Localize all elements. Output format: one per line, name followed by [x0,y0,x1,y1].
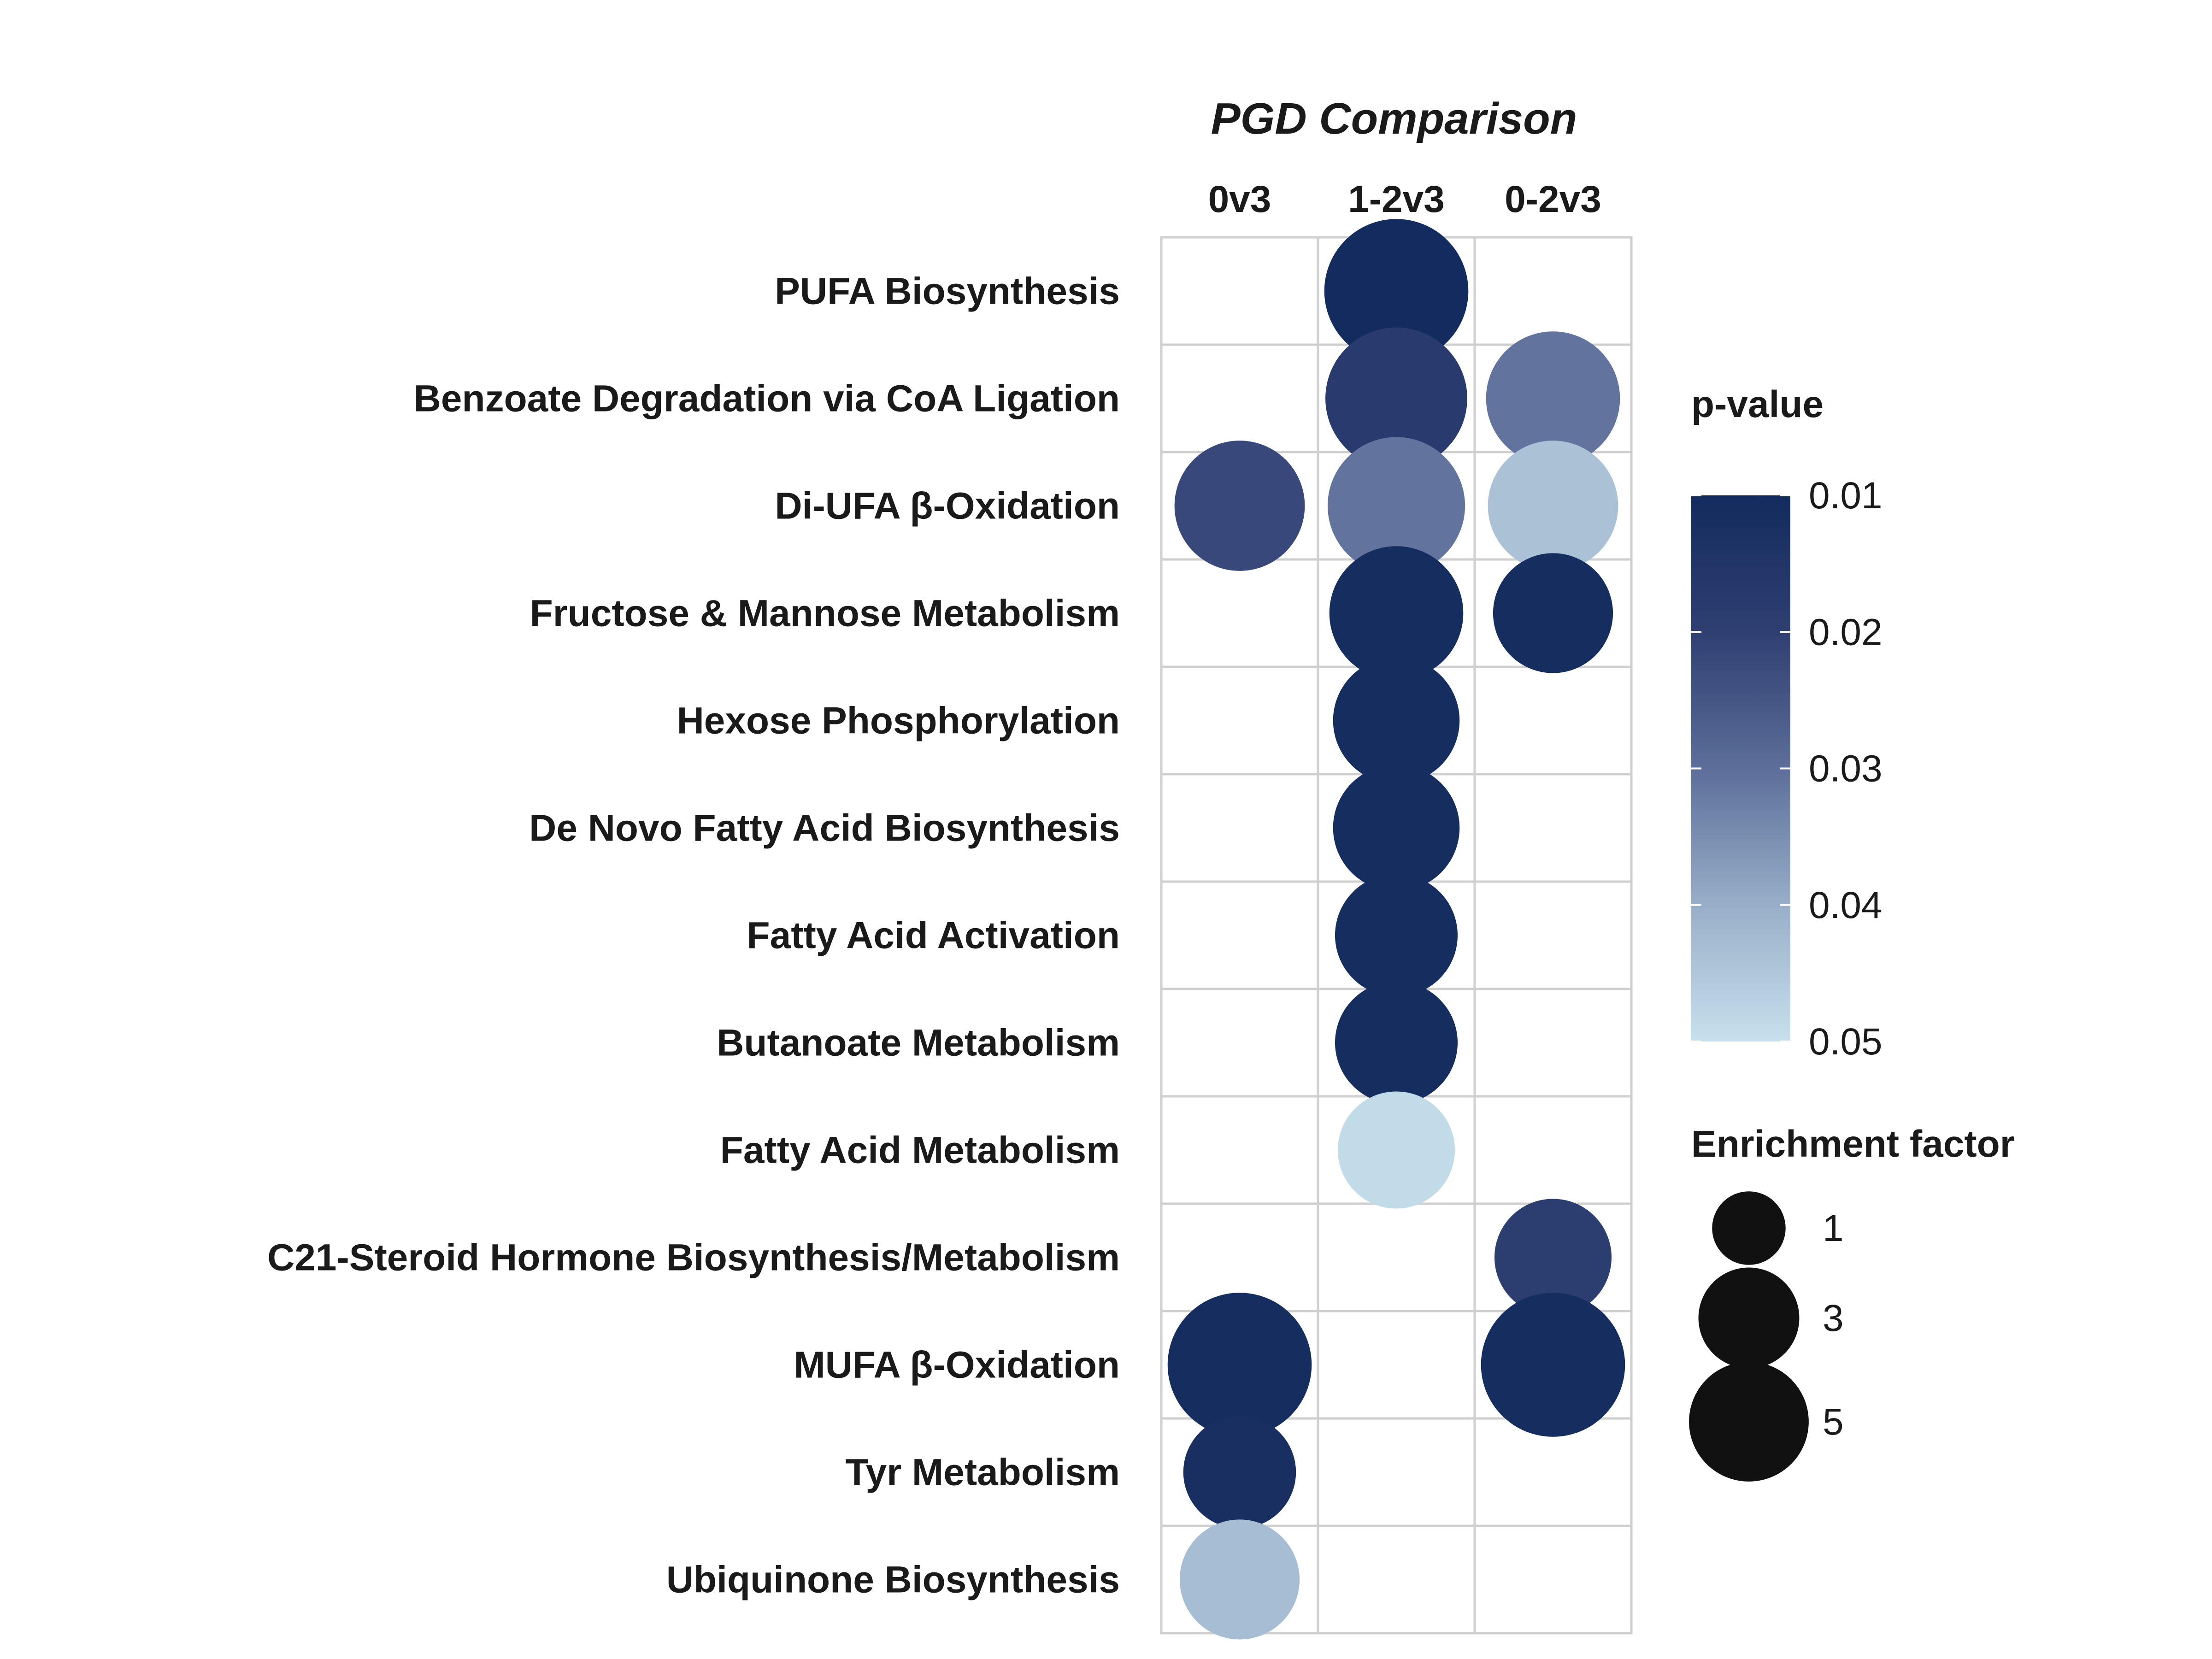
grid-cell [1160,343,1319,453]
size-key-circle [1689,1362,1809,1482]
row-label: Benzoate Degradation via CoA Ligation [414,378,1120,420]
grid-cell [1317,1524,1476,1635]
bubble [1335,981,1458,1104]
size-key-label: 3 [1823,1297,1844,1339]
bubble [1329,546,1464,680]
color-tick-label: 0.05 [1809,1021,1883,1063]
grid-cell [1160,665,1319,776]
grid-cell [1317,1417,1476,1527]
row-label: Hexose Phosphorylation [677,700,1120,742]
bubbles [1167,219,1625,1640]
row-labels: PUFA Biosynthesis Benzoate Degradation vi… [267,271,1120,1601]
column-labels: 0v3 1-2v3 0-2v3 [1208,178,1601,220]
chart-title: PGD Comparison [1211,94,1577,143]
bubble [1493,553,1613,673]
row-label: MUFA β-Oxidation [794,1344,1120,1386]
row-label: Ubiquinone Biosynthesis [666,1559,1120,1601]
color-tick-label: 0.02 [1809,611,1883,653]
color-legend-bar [1691,495,1790,1041]
row-label: Butanoate Metabolism [717,1022,1120,1064]
grid-cell [1160,558,1319,668]
size-key-label: 1 [1823,1207,1844,1249]
bubble [1486,331,1620,465]
size-legend-title: Enrichment factor [1691,1123,2015,1165]
row-label: De Novo Fatty Acid Biosynthesis [529,807,1120,849]
grid-cell [1473,665,1633,776]
size-key-label: 5 [1823,1401,1844,1443]
row-label: Tyr Metabolism [846,1452,1120,1494]
grid-cell [1473,236,1633,346]
grid-cell [1473,773,1633,883]
row-label: C21-Steroid Hormone Biosynthesis/Metabol… [267,1237,1120,1279]
column-label: 0-2v3 [1505,178,1601,220]
bubble [1337,1091,1455,1209]
bubble [1335,874,1458,997]
color-tick-label: 0.04 [1809,884,1883,926]
bubble [1327,437,1465,575]
column-label: 1-2v3 [1348,178,1445,220]
grid-cell [1160,236,1319,346]
row-label: Fructose & Mannose Metabolism [530,593,1120,635]
row-label: Fatty Acid Metabolism [720,1130,1120,1171]
size-key-circle [1712,1191,1786,1265]
bubble [1481,1293,1625,1437]
grid-cell [1160,773,1319,883]
row-label: Di-UFA β-Oxidation [775,485,1120,527]
grid-cell [1473,880,1633,990]
grid-cell [1473,1524,1633,1635]
column-label: 0v3 [1208,178,1271,220]
bubble [1488,441,1618,571]
grid-cell [1160,880,1319,990]
bubble [1333,657,1460,784]
grid-cell [1160,1095,1319,1205]
grid-cell [1473,1095,1633,1205]
row-label: PUFA Biosynthesis [775,271,1120,312]
grid-cell [1317,1202,1476,1312]
bubble [1494,1199,1612,1316]
bubble [1167,1293,1312,1437]
row-label: Fatty Acid Activation [747,915,1120,957]
grid-cell [1473,988,1633,1098]
bubble [1333,765,1460,891]
color-legend: p-value 0.01 0.02 0.03 0.04 0.05 [1691,383,1883,1063]
size-key-circle [1698,1267,1800,1369]
grid-cell [1160,988,1319,1098]
bubble [1179,1519,1300,1640]
bubble [1174,441,1305,571]
size-legend: Enrichment factor 1 3 5 [1689,1123,2015,1482]
color-tick-label: 0.03 [1809,748,1883,790]
bubble [1324,219,1469,363]
bubble [1183,1416,1296,1529]
color-tick-label: 0.01 [1809,475,1883,517]
color-legend-title: p-value [1691,383,1824,425]
bubble [1325,327,1467,470]
grid-cell [1317,1310,1476,1420]
